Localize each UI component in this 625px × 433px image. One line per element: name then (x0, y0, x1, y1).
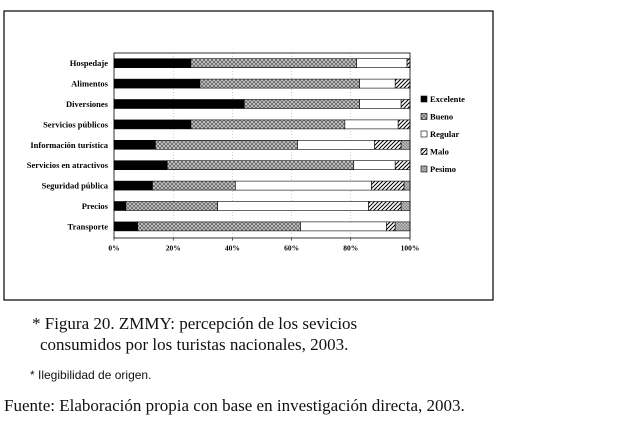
bar-segment-regular (297, 140, 375, 150)
category-label: Servicios públicos (43, 119, 109, 129)
bar-segment-excelente (113, 160, 168, 170)
legend-label: Pesimo (430, 164, 456, 174)
bar-segment-pesimo (403, 180, 411, 191)
bar-segment-malo (368, 201, 402, 211)
category-label: Seguridad pública (42, 181, 109, 191)
legend-label: Excelente (430, 94, 465, 104)
x-tick-label: 60% (284, 244, 299, 253)
bar-segment-malo (394, 160, 411, 170)
x-tick-label: 20% (166, 244, 181, 253)
category-label: Información turística (30, 140, 108, 150)
category-label: Transporte (68, 221, 109, 231)
bar-segment-malo (386, 221, 396, 232)
bar-segment-regular (217, 201, 369, 211)
bar-segment-excelente (113, 99, 245, 109)
illegibility-note: * Ilegibilidad de origen. (30, 368, 152, 382)
bar-segment-bueno (243, 99, 360, 109)
bar-segment-regular (300, 221, 387, 232)
bar-segment-excelente (113, 140, 156, 150)
bar-segment-bueno (190, 119, 346, 130)
bar-segment-malo (397, 119, 411, 130)
caption-line-2: consumidos por los turistas nacionales, … (40, 335, 349, 354)
legend-label: Bueno (430, 112, 453, 122)
bar-segment-pesimo (394, 221, 411, 232)
bar-segment-excelente (113, 58, 192, 69)
category-label: Hospedaje (70, 58, 108, 68)
plot-area-border (113, 52, 411, 239)
bar-segment-malo (394, 78, 411, 89)
chart-frame (3, 10, 494, 301)
legend-swatch (420, 165, 428, 173)
legend-swatch (420, 148, 428, 155)
bar-segment-excelente (113, 221, 138, 232)
x-tick-label: 100% (401, 244, 420, 253)
bar-segment-malo (400, 99, 411, 109)
caption-line-1: * Figura 20. ZMMY: percepción de los sev… (32, 314, 358, 333)
category-label: Servicios en atractivos (27, 160, 109, 170)
bar-segment-malo (406, 58, 411, 69)
bar-segment-malo (374, 140, 402, 150)
bar-segment-bueno (199, 78, 360, 89)
bar-segment-excelente (113, 78, 201, 89)
source-note: Fuente: Elaboración propia con base en i… (4, 396, 465, 415)
bar-segment-pesimo (400, 201, 411, 211)
bar-segment-bueno (155, 140, 298, 150)
x-tick-label: 0% (108, 244, 119, 253)
legend-label: Malo (430, 147, 449, 157)
bar-segment-regular (359, 99, 402, 109)
bar-segment-malo (371, 180, 405, 191)
figure-caption: * Figura 20. ZMMY: percepción de los sev… (32, 313, 357, 355)
bar-segment-regular (344, 119, 399, 130)
bar-segment-pesimo (400, 140, 411, 150)
bar-segment-excelente (113, 201, 127, 211)
bar-segment-bueno (137, 221, 301, 232)
bar-segment-regular (353, 160, 396, 170)
legend-swatch (420, 95, 428, 103)
legend-swatch (420, 130, 428, 138)
category-label: Diversiones (66, 99, 109, 109)
bar-segment-bueno (166, 160, 355, 170)
bar-segment-excelente (113, 180, 153, 191)
category-label: Precios (82, 201, 109, 211)
bar-segment-regular (235, 180, 372, 191)
x-tick-label: 40% (225, 244, 240, 253)
bar-segment-excelente (113, 119, 192, 130)
bar-segment-bueno (152, 180, 236, 191)
bar-segment-regular (356, 58, 408, 69)
bar-segment-bueno (125, 201, 218, 211)
category-label: Alimentos (71, 79, 109, 89)
bar-segment-regular (359, 78, 396, 89)
bar-segment-bueno (190, 58, 358, 69)
legend-label: Regular (430, 129, 460, 139)
x-tick-label: 80% (343, 244, 358, 253)
legend-swatch (420, 113, 428, 120)
